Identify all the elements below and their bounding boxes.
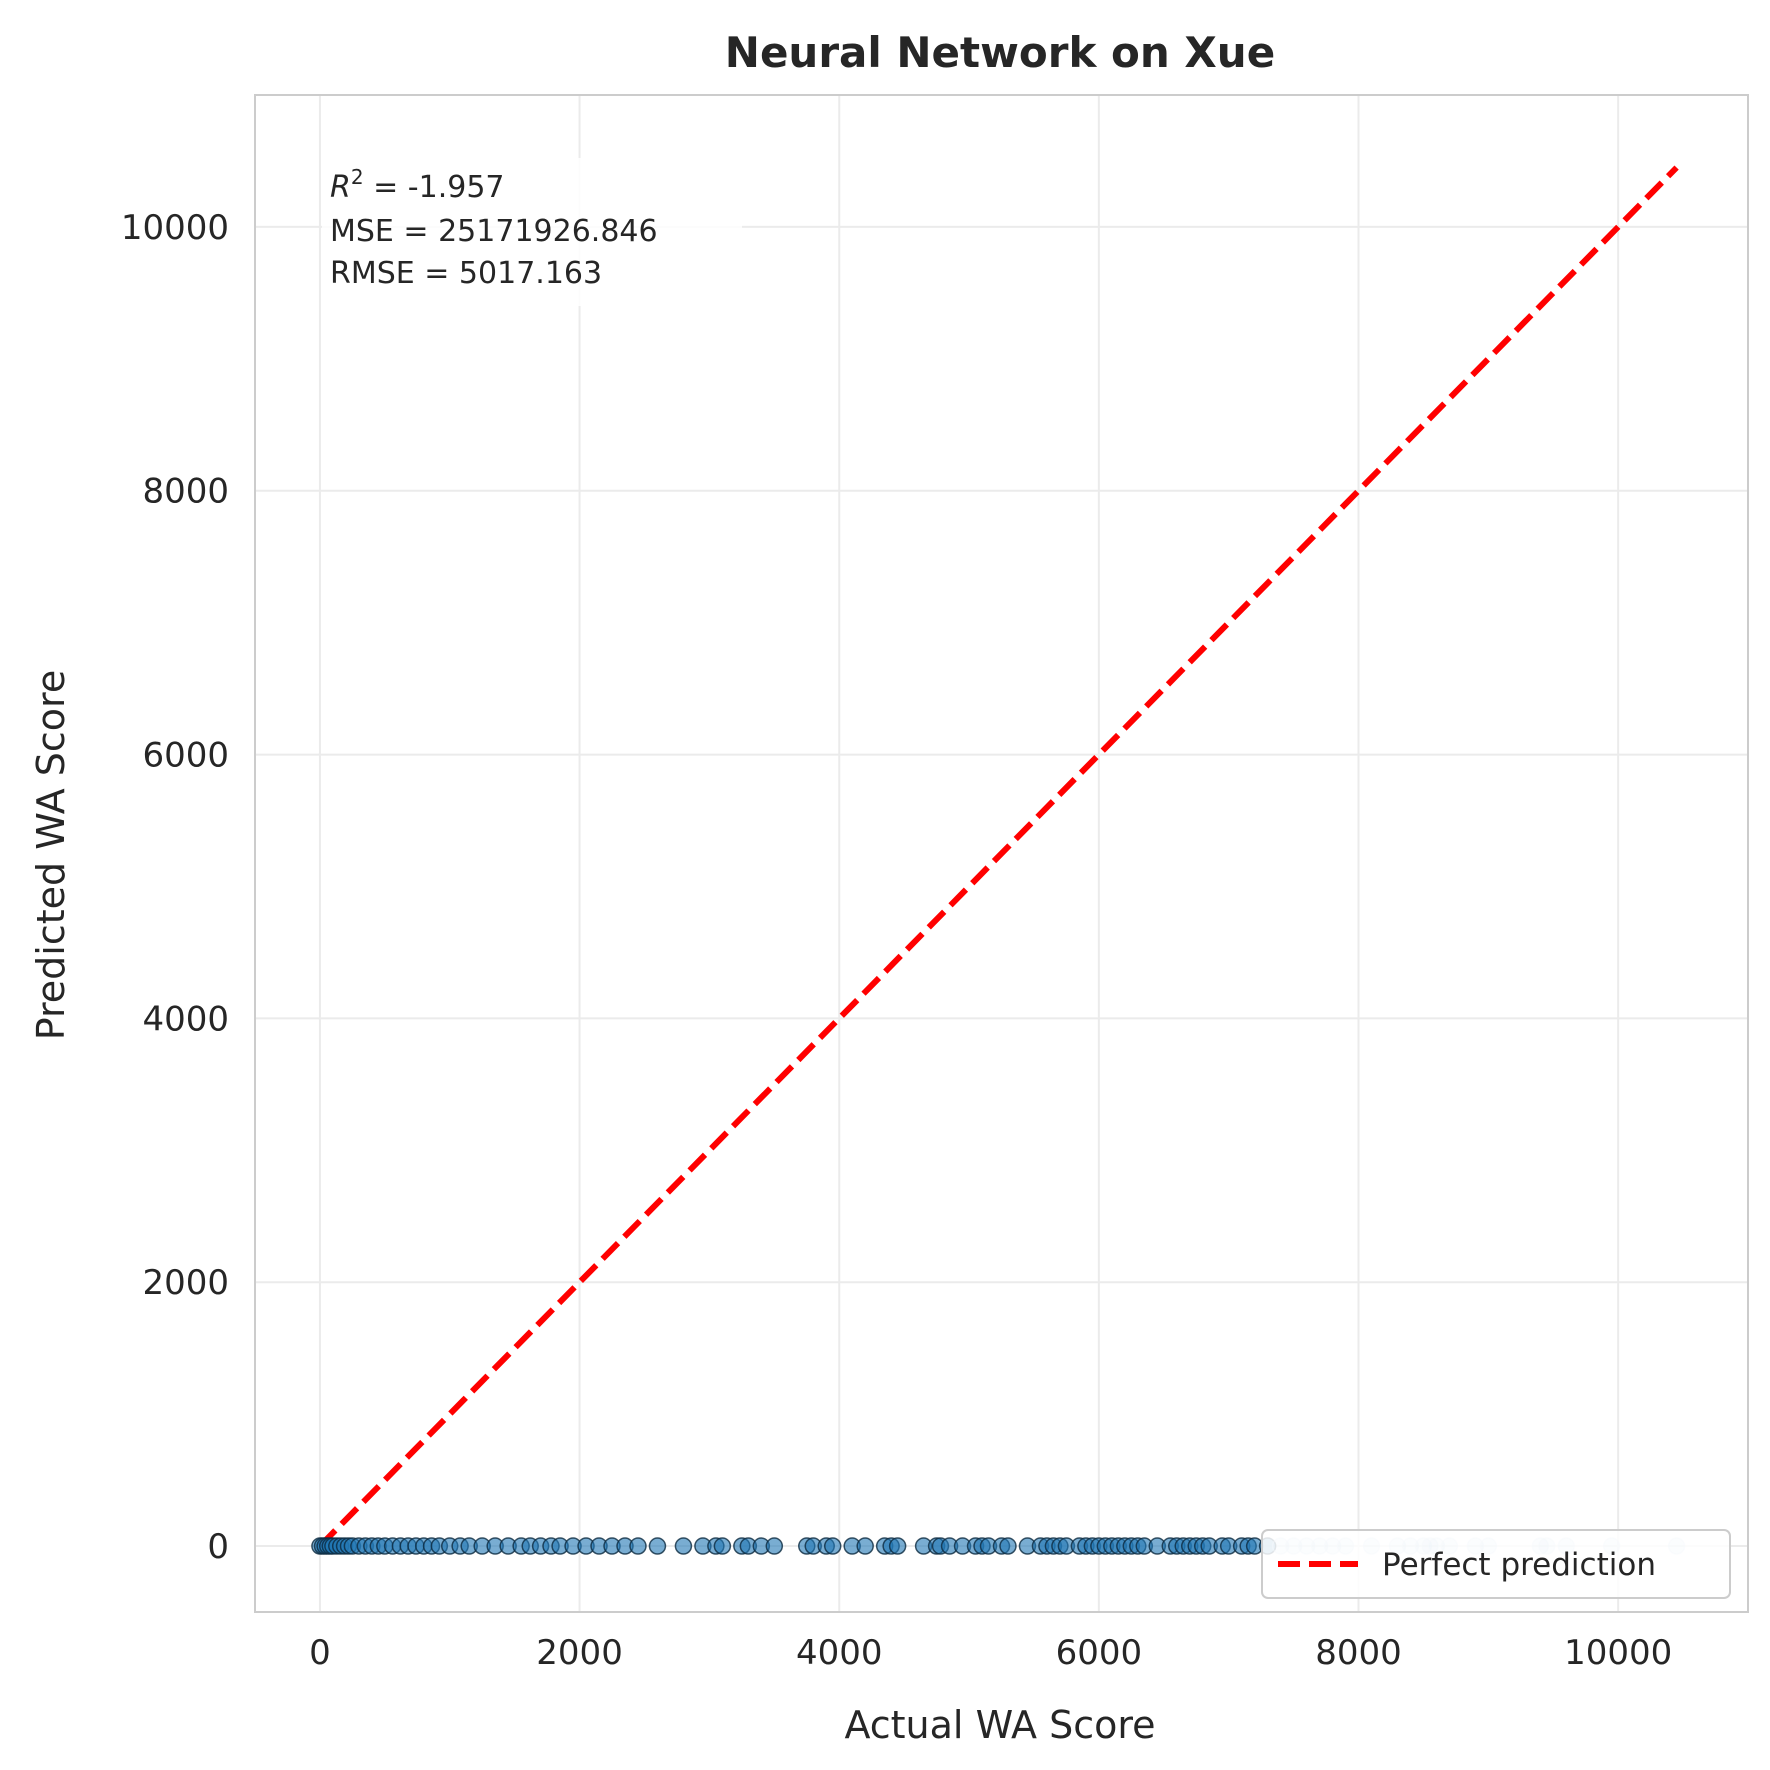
legend-box bbox=[1261, 1529, 1731, 1599]
scatter-point bbox=[629, 1537, 647, 1555]
stats-box-background bbox=[322, 158, 742, 306]
y-tick-label: 10000 bbox=[121, 208, 229, 248]
rmse-text: RMSE = 5017.163 bbox=[330, 256, 602, 291]
r2-text: R2 = -1.957 bbox=[330, 165, 505, 205]
stats-box: R2 = -1.957 MSE = 25171926.846 RMSE = 50… bbox=[322, 158, 742, 306]
r2-symbol: R bbox=[330, 170, 351, 205]
y-tick-label: 4000 bbox=[142, 999, 229, 1039]
y-tick-label: 2000 bbox=[142, 1263, 229, 1303]
y-tick-label: 8000 bbox=[142, 472, 229, 512]
r2-superscript: 2 bbox=[351, 165, 364, 189]
scatter-point bbox=[713, 1537, 732, 1555]
scatter-point bbox=[765, 1537, 784, 1555]
y-tick-label: 6000 bbox=[142, 736, 229, 776]
y-tick-label: 0 bbox=[207, 1527, 229, 1567]
r2-value: = -1.957 bbox=[364, 170, 505, 205]
x-tick-label: 0 bbox=[309, 1633, 331, 1673]
mse-text: MSE = 25171926.846 bbox=[330, 214, 658, 249]
x-tick-label: 2000 bbox=[536, 1633, 623, 1673]
x-tick-label: 6000 bbox=[1056, 1633, 1143, 1673]
x-tick-label: 4000 bbox=[796, 1633, 883, 1673]
scatter-point bbox=[856, 1537, 874, 1555]
x-tick-label: 10000 bbox=[1564, 1633, 1672, 1673]
x-tick-label: 8000 bbox=[1315, 1633, 1402, 1673]
chart-title: Neural Network on Xue bbox=[725, 28, 1275, 77]
x-axis-label: Actual WA Score bbox=[844, 1703, 1155, 1747]
perfect-prediction-line bbox=[317, 165, 1679, 1549]
legend: Perfect prediction bbox=[1261, 1529, 1731, 1599]
tick-label-layer: 0 2000 4000 6000 8000 10000 0 2000 4000 6000 8000 1… bbox=[121, 208, 1672, 1673]
scatter-point bbox=[999, 1537, 1017, 1555]
scatter-point bbox=[648, 1537, 667, 1555]
scatter-point bbox=[888, 1537, 907, 1555]
y-axis-label: Predicted WA Score bbox=[29, 670, 73, 1040]
scatter-point bbox=[823, 1537, 842, 1555]
scatter-point bbox=[674, 1537, 693, 1555]
reference-line-layer bbox=[317, 165, 1679, 1549]
legend-label-perfect-prediction: Perfect prediction bbox=[1382, 1547, 1656, 1583]
plot-frame bbox=[254, 94, 1749, 1613]
